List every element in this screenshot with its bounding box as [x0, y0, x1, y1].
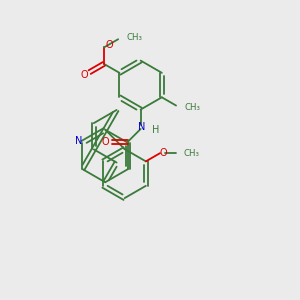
Text: CH₃: CH₃: [184, 149, 200, 158]
Text: N: N: [75, 136, 82, 146]
Text: O: O: [80, 70, 88, 80]
Text: O: O: [160, 148, 167, 158]
Text: H: H: [152, 124, 159, 135]
Text: CH₃: CH₃: [127, 33, 142, 42]
Text: N: N: [138, 122, 146, 132]
Text: CH₃: CH₃: [184, 103, 200, 112]
Text: O: O: [106, 40, 113, 50]
Text: O: O: [102, 136, 110, 147]
